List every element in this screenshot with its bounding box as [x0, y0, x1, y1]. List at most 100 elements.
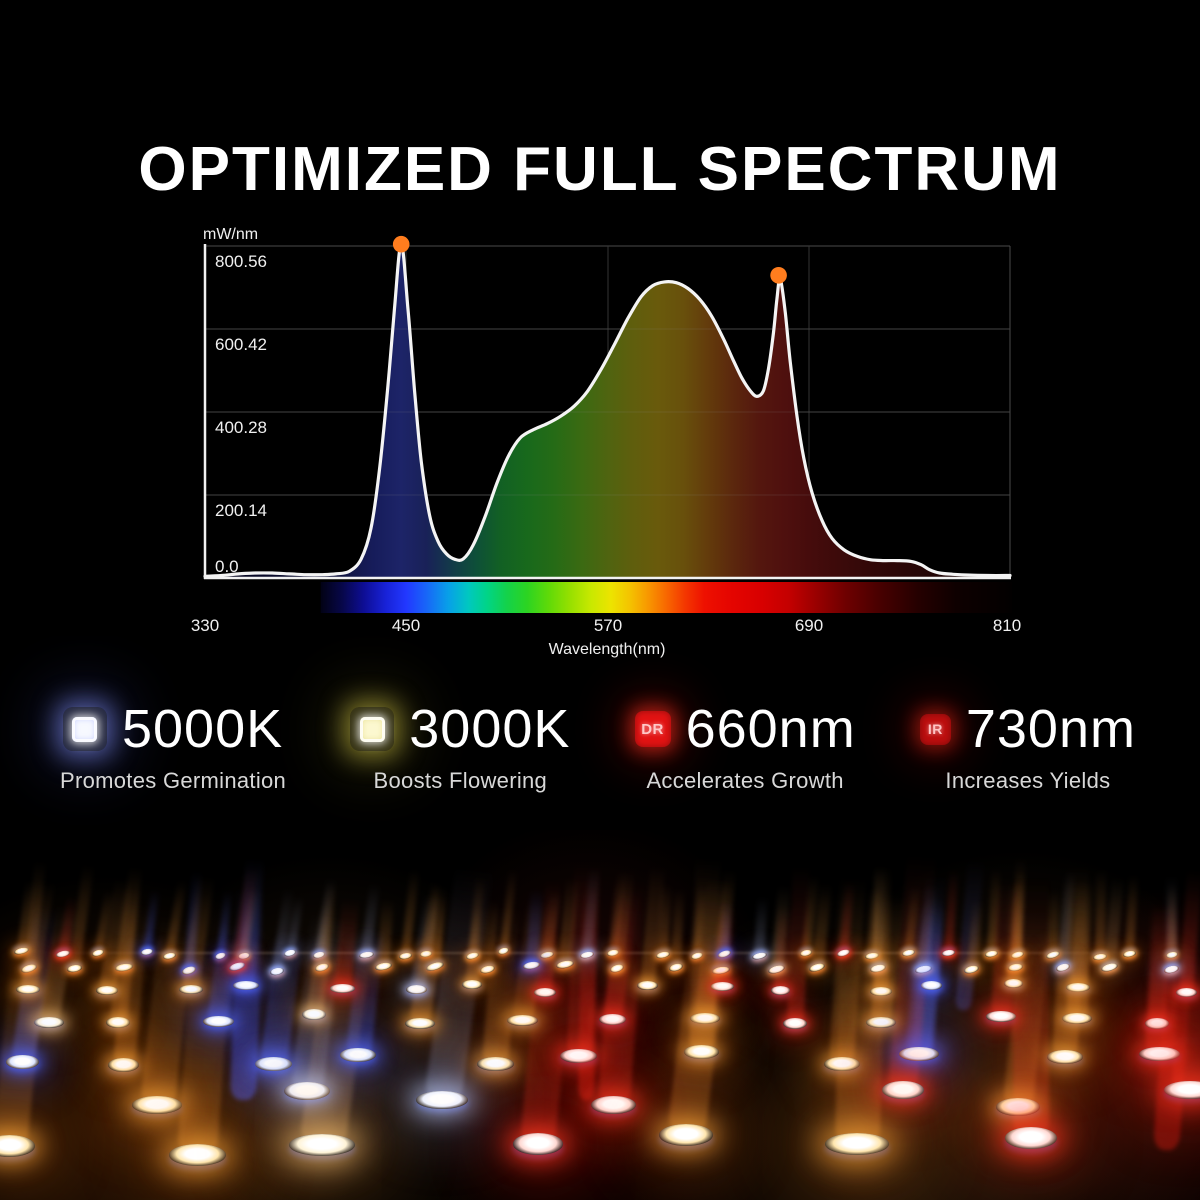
led-beam: [1172, 923, 1200, 1091]
feature-desc: Promotes Germination: [60, 768, 287, 793]
peak-marker: [770, 267, 787, 284]
led-dot: [609, 962, 626, 974]
led-beam: [465, 894, 491, 986]
ambient-glow: [410, 935, 790, 1200]
led-beam: [597, 847, 648, 1106]
led-dot: [465, 951, 480, 961]
feature-value: 3000K: [409, 699, 571, 759]
led-dot: [984, 949, 999, 959]
led-dot: [476, 1057, 515, 1072]
led-dot: [5, 1055, 39, 1070]
led-dot: [808, 962, 827, 974]
led-dot: [1066, 982, 1091, 992]
led-beam: [239, 877, 262, 957]
led-dot: [655, 950, 671, 960]
led-dot: [636, 981, 658, 991]
led-dot: [1138, 1046, 1180, 1061]
led-dot: [799, 948, 813, 958]
led-beam: [603, 872, 642, 1022]
led-beam: [237, 841, 265, 987]
led-dot: [941, 949, 956, 957]
led-beam: [69, 850, 97, 969]
led-dot: [16, 985, 41, 995]
led-beam: [1179, 852, 1200, 993]
led-board-horizon: [40, 952, 1160, 954]
led-dot: [690, 951, 704, 961]
spectrum-chart: mW/nm 800.56 600.42 400.28 200.14 0.0 33…: [191, 226, 1021, 658]
feature-660nm: DR 660nm Accelerates Growth: [634, 702, 856, 794]
led-dot: [869, 986, 893, 996]
led-dot: [782, 1018, 808, 1030]
white-led-chip-icon: [62, 707, 107, 751]
led-beam: [112, 881, 152, 1066]
led-beam: [207, 909, 244, 1024]
led-dot: [406, 984, 428, 994]
led-dot: [404, 1017, 436, 1029]
led-beam: [10, 883, 60, 1065]
led-beam: [20, 865, 58, 991]
led-dot: [283, 948, 298, 958]
led-beam: [231, 852, 260, 968]
led-beam: [903, 876, 922, 954]
led-beam: [1167, 875, 1177, 955]
led-beam: [667, 840, 740, 1138]
led-beam: [565, 837, 602, 1057]
led-dot: [579, 950, 595, 960]
led-beam: [773, 894, 793, 991]
led-dot: [181, 965, 197, 976]
led-beam: [1095, 857, 1107, 957]
led-dot: [107, 1057, 140, 1072]
feature-value: 730nm: [965, 699, 1136, 759]
led-beam: [511, 884, 553, 1022]
led-beam: [770, 874, 791, 970]
led-dot: [606, 949, 620, 958]
led-dot: [95, 985, 119, 995]
led-beam: [910, 849, 949, 1061]
ambient-glow: [978, 880, 1200, 1200]
led-dot: [1165, 950, 1179, 959]
led-beam: [177, 915, 234, 1156]
x-tick-570: 570: [594, 616, 622, 635]
led-dot: [522, 960, 541, 971]
led-beam: [558, 865, 581, 966]
led-beam: [924, 885, 945, 986]
led-dot: [901, 948, 916, 958]
led-beam: [811, 871, 832, 969]
led-beam: [1165, 862, 1177, 970]
led-dot: [770, 985, 791, 995]
led-dot: [506, 1014, 539, 1026]
led-dot: [237, 951, 251, 960]
led-beam: [23, 845, 48, 969]
feature-3000k: 3000K Boosts Flowering: [350, 702, 570, 794]
led-dot: [419, 950, 433, 958]
led-dot: [1164, 1080, 1200, 1099]
led-beam: [801, 864, 820, 954]
led-beam: [866, 878, 881, 957]
led-beam: [182, 859, 218, 992]
led-dot: [91, 948, 106, 958]
led-dot: [1007, 963, 1023, 973]
peak-marker: [392, 235, 410, 253]
led-beam: [0, 934, 49, 1148]
led-dot: [659, 1124, 713, 1147]
led-beam: [829, 851, 868, 1066]
led-dot: [836, 948, 852, 959]
led-dot: [1062, 1013, 1092, 1025]
led-beam: [753, 889, 769, 957]
led-beam: [334, 886, 361, 989]
led-dot: [717, 948, 732, 959]
led-dot: [710, 982, 734, 992]
x-tick-450: 450: [392, 616, 420, 635]
led-beam: [542, 883, 562, 956]
led-beam: [216, 881, 234, 957]
feature-5000k: 5000K Promotes Germination: [60, 702, 286, 794]
led-beam: [839, 872, 857, 954]
led-beam: [1052, 856, 1091, 1058]
led-dot: [425, 960, 445, 973]
led-beam: [671, 878, 685, 968]
led-dot: [1047, 1049, 1084, 1064]
y-tick-600: 600.42: [215, 335, 267, 354]
led-dot: [162, 952, 178, 961]
led-beam: [429, 875, 447, 967]
y-tick-200: 200.14: [215, 501, 267, 520]
